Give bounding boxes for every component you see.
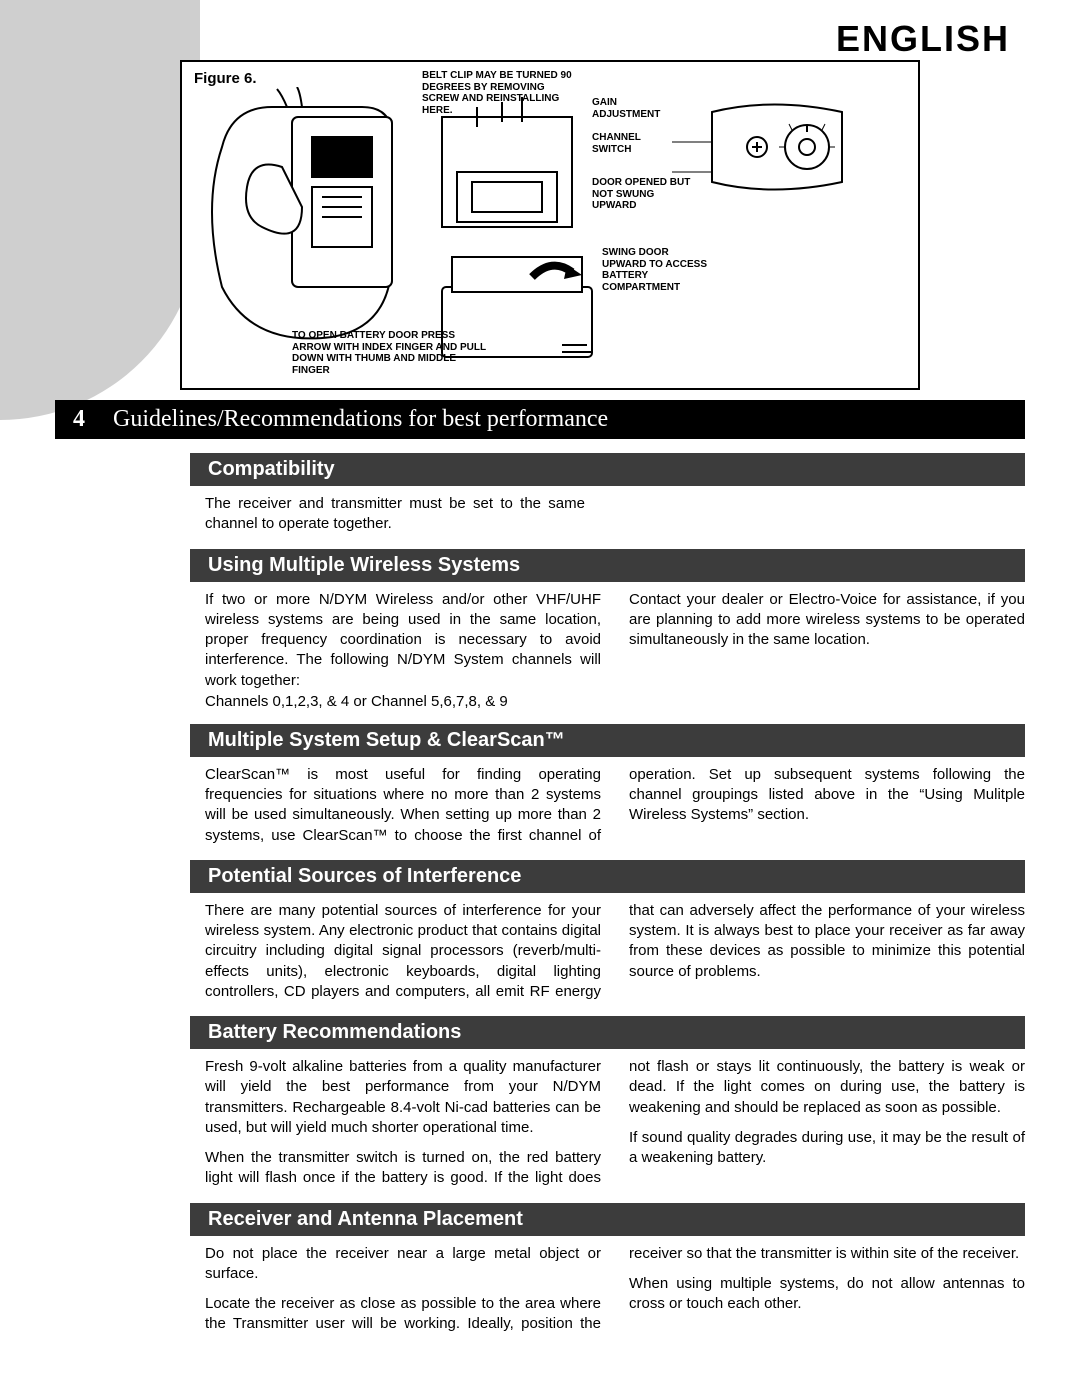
channels-line: Channels 0,1,2,3, & 4 or Channel 5,6,7,8…: [205, 691, 1025, 710]
placement-body: Do not place the receiver near a large m…: [205, 1244, 1025, 1335]
heading-battery: Battery Recommendations: [190, 1016, 1025, 1049]
multiple-wireless-body: If two or more N/DYM Wireless and/or oth…: [205, 590, 1025, 691]
placement-p3: When using multiple systems, do not allo…: [629, 1274, 1025, 1315]
interference-body: There are many potential sources of inte…: [205, 901, 1025, 1002]
battery-p3: If sound quality degrades during use, it…: [629, 1128, 1025, 1169]
heading-interference: Potential Sources of Interference: [190, 860, 1025, 893]
section-number: 4: [73, 406, 99, 433]
heading-compatibility: Compatibility: [190, 453, 1025, 486]
clearscan-body: ClearScan™ is most useful for finding op…: [205, 765, 1025, 846]
section-header-bar: 4 Guidelines/Recommendations for best pe…: [55, 400, 1025, 439]
heading-clearscan: Multiple System Setup & ClearScan™: [190, 724, 1025, 757]
placement-p1: Do not place the receiver near a large m…: [205, 1244, 601, 1285]
compatibility-body: The receiver and transmitter must be set…: [205, 494, 1025, 535]
language-label: ENGLISH: [836, 18, 1010, 60]
battery-body: Fresh 9-volt alkaline batteries from a q…: [205, 1057, 1025, 1189]
heading-multiple-wireless: Using Multiple Wireless Systems: [190, 549, 1025, 582]
multiple-wireless-contact: Contact your dealer or Electro-Voice for…: [629, 590, 1025, 651]
section-title: Guidelines/Recommendations for best perf…: [113, 406, 608, 433]
content-area: 4 Guidelines/Recommendations for best pe…: [0, 0, 1080, 1335]
compatibility-text: The receiver and transmitter must be set…: [205, 494, 585, 535]
interference-text: There are many potential sources of inte…: [205, 901, 1025, 1002]
multiple-wireless-para: If two or more N/DYM Wireless and/or oth…: [205, 590, 601, 691]
heading-placement: Receiver and Antenna Placement: [190, 1203, 1025, 1236]
clearscan-text: ClearScan™ is most useful for finding op…: [205, 765, 1025, 846]
page: ENGLISH Figure 6.: [0, 0, 1080, 1397]
battery-p1: Fresh 9-volt alkaline batteries from a q…: [205, 1057, 601, 1138]
